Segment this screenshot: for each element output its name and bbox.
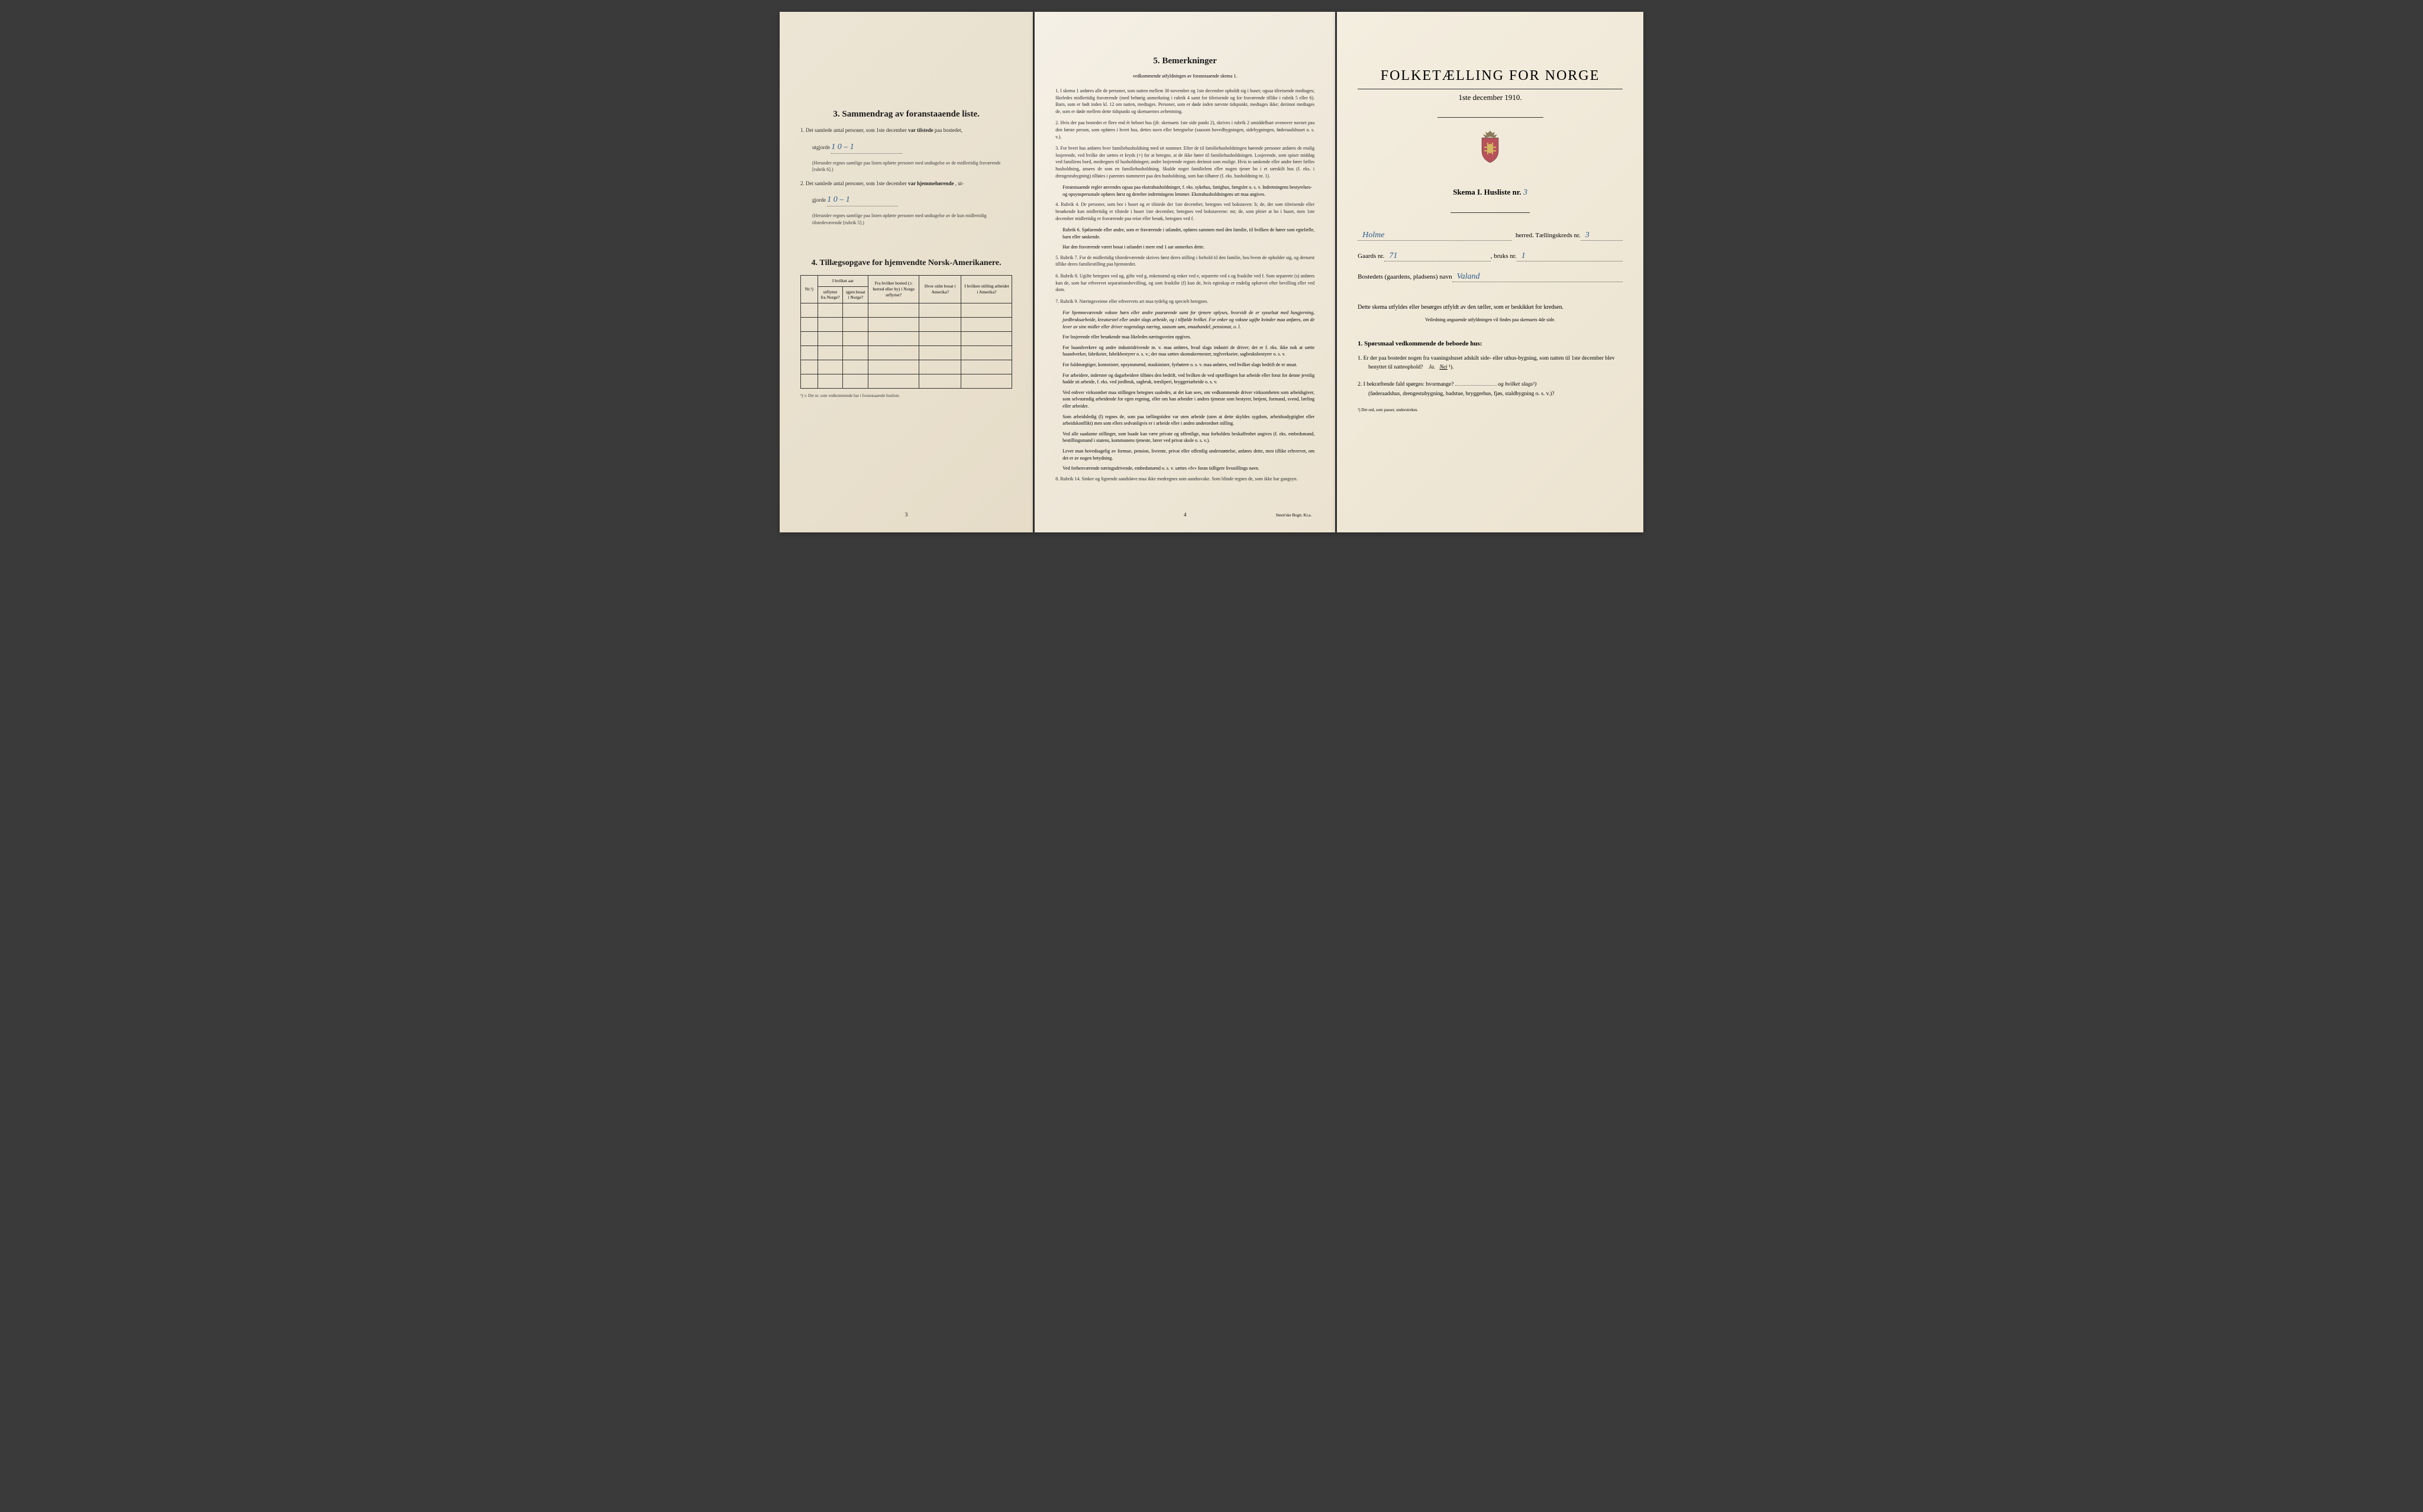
remark-7: 7. Rubrik 9. Næringsveiene eller erhverv…: [1055, 298, 1314, 305]
item1-line2: utgjorde 1 0 – 1: [800, 141, 1012, 154]
item1-suffix: paa bostedet,: [935, 127, 962, 133]
remark-3: 3. For hvert hus anføres hver familiehus…: [1055, 145, 1314, 179]
item1-value: 1 0 – 1: [831, 141, 902, 154]
table-row: [801, 346, 1012, 360]
section4-footnote: ¹) ɔ: Det nr. som vedkommende har i fora…: [800, 393, 1012, 398]
remark-4: 4. Rubrik 4. De personer, som bor i huse…: [1055, 201, 1314, 222]
gaard-label: Gaards nr.: [1358, 253, 1384, 260]
bosted-value: Valand: [1452, 272, 1623, 282]
col-nr: Nr.¹): [801, 275, 818, 303]
section3-item2: 2. Det samlede antal personer, som 1ste …: [800, 180, 1012, 188]
remark-4-extra1: Rubrik 6. Sjøfarende eller andre, som er…: [1055, 227, 1314, 240]
item1-label: utgjorde: [812, 144, 830, 150]
section5-heading: 5. Bemerkninger: [1055, 56, 1314, 66]
table-row: [801, 332, 1012, 346]
remark-1: 1. I skema 1 anføres alle de personer, s…: [1055, 88, 1314, 115]
section4-table: Nr.¹) I hvilket aar Fra hvilket bosted (…: [800, 275, 1012, 389]
document-container: 3. Sammendrag av foranstaaende liste. 1.…: [780, 12, 1643, 532]
item2-prefix: 2. Det samlede antal personer, som 1ste …: [800, 180, 907, 186]
q2-text: 2. I bekræftende fald spørges: hvormange…: [1358, 382, 1453, 387]
remark-7-extra5: Ved enhver virksomhet maa stillingen bet…: [1055, 389, 1314, 410]
item2-suffix: , ut-: [955, 180, 964, 186]
table-row: [801, 360, 1012, 374]
skema-divider: [1450, 212, 1530, 213]
page-number-middle: 4: [1184, 512, 1187, 518]
table-row: [801, 374, 1012, 389]
item2-line2: gjorde 1 0 – 1: [800, 193, 1012, 206]
q1-ja: Ja.: [1429, 364, 1435, 370]
remark-3-extra: Foranstaaende regler anvendes ogsaa paa …: [1055, 184, 1314, 198]
remark-2: 2. Hvis der paa bostedet er flere end ét…: [1055, 119, 1314, 140]
remark-7-extra1: For losjerende eller besøkende maa likel…: [1055, 334, 1314, 341]
remark-7-extra4: For arbeidere, inderster og dagarbeidere…: [1055, 372, 1314, 386]
col-aar: I hvilket aar: [818, 275, 868, 286]
remark-7-extra0: For hjemmeværende voksne børn eller andr…: [1055, 309, 1314, 330]
gaard-value: 71: [1384, 251, 1490, 261]
q1-text: 1. Er der paa bostedet nogen fra vaaning…: [1358, 356, 1615, 370]
item1-note: (Herunder regnes samtlige paa listen opf…: [800, 160, 1012, 173]
skema-value: 3: [1523, 188, 1527, 197]
description: Dette skema utfyldes eller besørges utfy…: [1358, 303, 1623, 312]
item1-bold: var tilstede: [908, 127, 933, 133]
bruks-value: 1: [1517, 251, 1623, 261]
printer-mark: Steen'ske Bogtr. Kr.a.: [1276, 513, 1312, 518]
page-right: FOLKETÆLLING FOR NORGE 1ste december 191…: [1337, 12, 1643, 532]
subtitle-divider: [1437, 117, 1543, 118]
item2-value: 1 0 – 1: [827, 193, 898, 206]
item1-prefix: 1. Det samlede antal personer, som 1ste …: [800, 127, 907, 133]
bosted-line: Bostedets (gaardens, pladsens) navn Vala…: [1358, 272, 1623, 282]
q2-mid: og hvilket slags¹): [1498, 382, 1536, 387]
bosted-label: Bostedets (gaardens, pladsens) navn: [1358, 273, 1452, 280]
bruks-label: , bruks nr.: [1491, 253, 1517, 260]
q2-suffix: (føderaadshus, drengestubygning, badstue…: [1368, 391, 1554, 397]
herred-line: Holme herred. Tællingskreds nr. 3: [1358, 231, 1623, 241]
remark-7-extra6: Som arbeidsledig (l) regnes de, som paa …: [1055, 413, 1314, 427]
col-stilling: I hvilken stilling arbeidet i Amerika?: [961, 275, 1012, 303]
small-note: Veiledning angaaende utfyldningen vil fi…: [1358, 317, 1623, 322]
page-number-left: 3: [905, 512, 908, 518]
skema-label: Skema I. Husliste nr.: [1453, 188, 1521, 196]
question-heading: 1. Spørsmaal vedkommende de beboede hus:: [1358, 340, 1623, 347]
kreds-value: 3: [1581, 231, 1623, 241]
remark-6: 6. Rubrik 8. Ugifte betegnes ved ug, gif…: [1055, 273, 1314, 293]
question-1: 1. Er der paa bostedet nogen fra vaaning…: [1358, 354, 1623, 372]
q2-blank1: [1455, 385, 1497, 386]
section4-heading: 4. Tillægsopgave for hjemvendte Norsk-Am…: [800, 259, 1012, 268]
skema-line: Skema I. Husliste nr. 3: [1358, 188, 1623, 198]
section3-item1: 1. Det samlede antal personer, som 1ste …: [800, 127, 1012, 135]
page-left: 3. Sammendrag av foranstaaende liste. 1.…: [780, 12, 1033, 532]
remark-7-extra8: Lever man hovedsagelig av formue, pensio…: [1055, 448, 1314, 461]
herred-value: Holme: [1358, 231, 1512, 241]
remark-7-extra2: For haandverkere og andre industridriven…: [1055, 344, 1314, 358]
subtitle: 1ste december 1910.: [1358, 93, 1623, 102]
col-bosat: igjen bosat i Norge?: [843, 286, 868, 303]
remark-8: 8. Rubrik 14. Sinker og lignende aandslø…: [1055, 476, 1314, 483]
col-bosted: Fra hvilket bosted (ɔ: herred eller by) …: [868, 275, 919, 303]
herred-label: herred. Tællingskreds nr.: [1512, 232, 1581, 239]
page-middle: 5. Bemerkninger vedkommende utfyldningen…: [1035, 12, 1335, 532]
item2-label: gjorde: [812, 197, 826, 203]
section3-heading: 3. Sammendrag av foranstaaende liste.: [800, 109, 1012, 119]
main-title: FOLKETÆLLING FOR NORGE: [1358, 68, 1623, 84]
item2-bold: var hjemmehørende: [908, 180, 954, 186]
remark-7-extra3: For fuldmægtiger, kontorister, opsynsmæn…: [1055, 361, 1314, 369]
remark-7-extra7: Ved alle saadanne stillinger, som baade …: [1055, 431, 1314, 444]
remark-5: 5. Rubrik 7. For de midlertidig tilstede…: [1055, 254, 1314, 268]
remark-7-extra9: Ved forhenværende næringsdrivende, embed…: [1055, 465, 1314, 472]
table-row: [801, 303, 1012, 318]
table-row: [801, 318, 1012, 332]
right-footnote: ¹) Det ord, som passer, understrekes.: [1358, 408, 1623, 412]
item2-note: (Herunder regnes samtlige paa listen opf…: [800, 212, 1012, 225]
remark-4-extra2: Har den fraværende været bosat i utlande…: [1055, 244, 1314, 251]
crest-icon: [1358, 130, 1623, 167]
q1-nei: Nei: [1439, 364, 1447, 370]
question-2: 2. I bekræftende fald spørges: hvormange…: [1358, 380, 1623, 398]
section5-subtext: vedkommende utfyldningen av foranstaaend…: [1055, 73, 1314, 79]
col-amerika: Hvor sidst bosat i Amerika?: [919, 275, 961, 303]
gaard-line: Gaards nr. 71 , bruks nr. 1: [1358, 251, 1623, 261]
q1-super: ¹).: [1449, 364, 1453, 370]
col-utflyttet: utflyttet fra Norge?: [818, 286, 843, 303]
